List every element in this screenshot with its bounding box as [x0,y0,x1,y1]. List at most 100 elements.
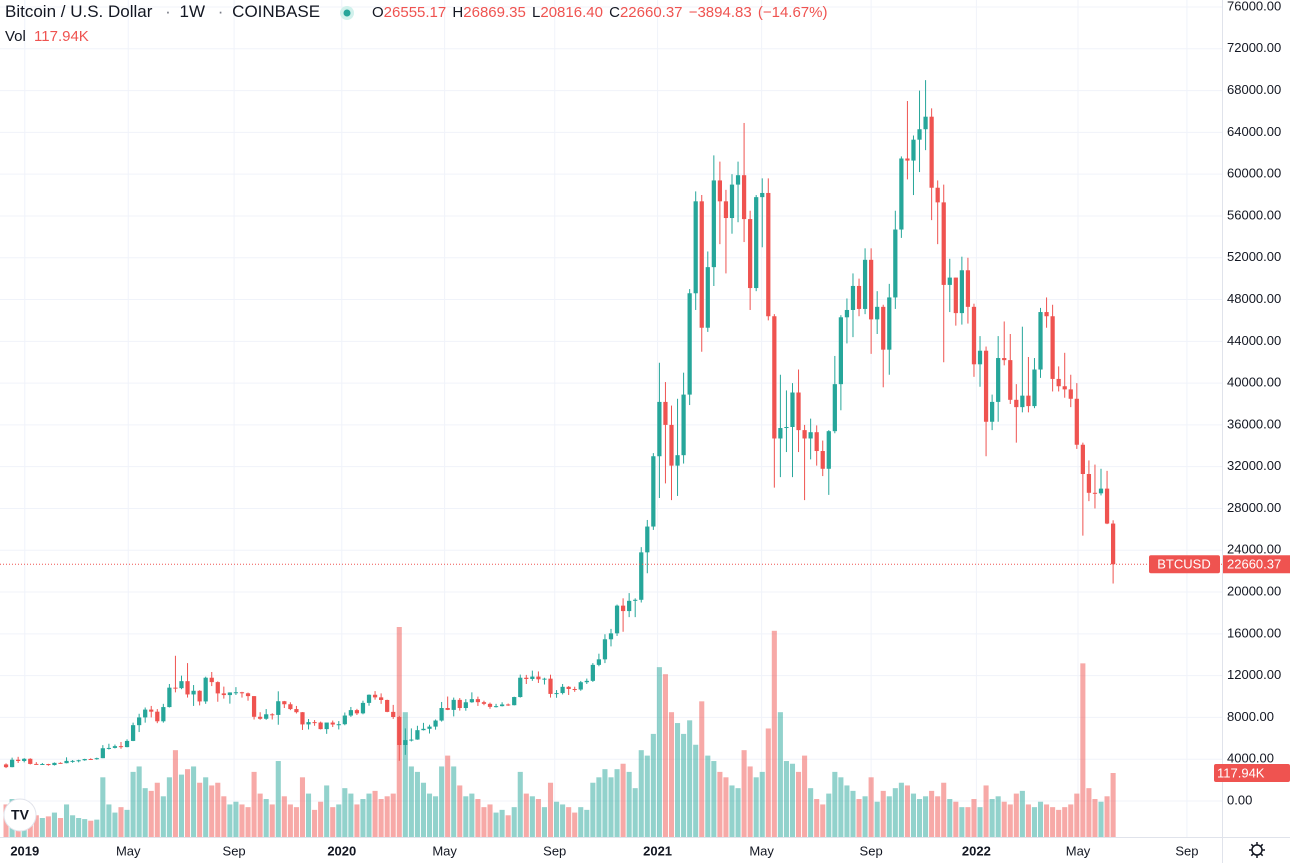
volume-bar [299,777,306,837]
x-tick-label: May [116,843,141,858]
y-tick-label: 52000.00 [1227,249,1281,264]
candle-body [741,175,747,220]
candle-body [681,394,686,456]
x-tick-label: Sep [543,843,566,858]
volume-bar [602,769,608,837]
candle-body [1068,389,1073,399]
volume-bar [312,809,318,837]
volume-bar [172,750,178,837]
candle-body [251,696,257,717]
volume-bar [699,701,705,837]
candle-body [372,694,378,698]
candle-body [487,703,493,707]
y-tick-label: 76000.00 [1227,0,1281,13]
volume-bar [1031,807,1038,837]
candle-body [826,431,831,469]
candle-body [887,297,892,350]
candle-body [457,699,462,709]
volume-bar [154,782,160,837]
candle-body [893,229,898,298]
candle-body [542,678,547,680]
candle-body [687,293,692,395]
x-tick-label: 2020 [327,843,356,858]
volume-bar [675,723,681,837]
volume-bar [989,799,995,837]
volume-bar [402,712,408,837]
volume-bar [935,796,941,837]
volume-bar [886,796,892,837]
volume-bar [729,785,735,837]
candle-body [1062,386,1067,390]
volume-bar [747,766,753,837]
candle-body [155,711,160,722]
candle-body [935,187,940,203]
high-prefix: H [452,4,463,21]
candle-body [391,711,396,718]
candle-body [856,285,862,309]
candle-body [869,259,874,320]
candle-body [143,709,148,718]
volume-bar [197,782,203,837]
candle-body [717,180,723,202]
candle-body [379,697,384,700]
volume-bar [566,807,572,837]
candle-body [300,712,305,725]
candle-body [179,681,184,689]
candle-body [614,605,620,634]
volume-bar [82,819,88,837]
candle-body [941,202,946,285]
high-value: 26869.35 [463,4,526,21]
y-tick-label: 64000.00 [1227,124,1281,139]
candle-body [34,763,39,765]
candle-body [161,707,166,722]
volume-bar [802,755,808,837]
candle-body [512,697,517,706]
settings-button[interactable] [1249,842,1265,858]
y-tick-label: 28000.00 [1227,500,1281,515]
volume-bar [263,799,269,837]
volume-bar [832,771,838,837]
candle-body [735,175,741,185]
volume-bar [439,766,445,837]
volume-bar [330,807,336,837]
change: −3894.83 [689,4,752,21]
volume-bar [209,785,215,837]
x-tick-label: 2022 [962,843,991,858]
volume-bar [620,763,626,837]
volume-bar [880,790,886,837]
candle-body [1050,316,1055,379]
candle-body [1026,395,1031,407]
volume-bar [941,782,947,837]
candle-body [1032,369,1037,407]
candle-body [403,740,408,746]
candle-body [596,659,602,665]
volume-bar [765,728,771,837]
volume-bar [239,804,245,837]
candle-body [1092,492,1098,494]
volume-bar [342,788,348,837]
candle-body [294,709,299,713]
volume-bar [487,804,493,837]
candle-body [137,717,142,726]
candle-body [227,692,232,696]
candle-body [959,270,964,314]
candle-body [572,689,577,691]
low-value: 20816.40 [540,4,603,21]
candle-body [796,392,801,431]
volume-bar [1062,807,1068,837]
logo[interactable]: TV [3,798,37,832]
volume-bar [39,818,45,837]
volume-bar [656,667,662,837]
volume-bar [626,771,632,837]
volume-bar [759,771,765,837]
volume-bar [856,799,862,837]
volume-bar [100,777,106,837]
volume-bar [687,720,693,837]
candle-body [360,702,366,714]
candle-body [409,739,414,741]
candle-body [929,116,934,188]
volume-tag: 117.94K [1217,765,1265,780]
volume-bar [596,777,602,837]
candle-body [1044,312,1049,317]
svg-text:TV: TV [11,807,30,823]
